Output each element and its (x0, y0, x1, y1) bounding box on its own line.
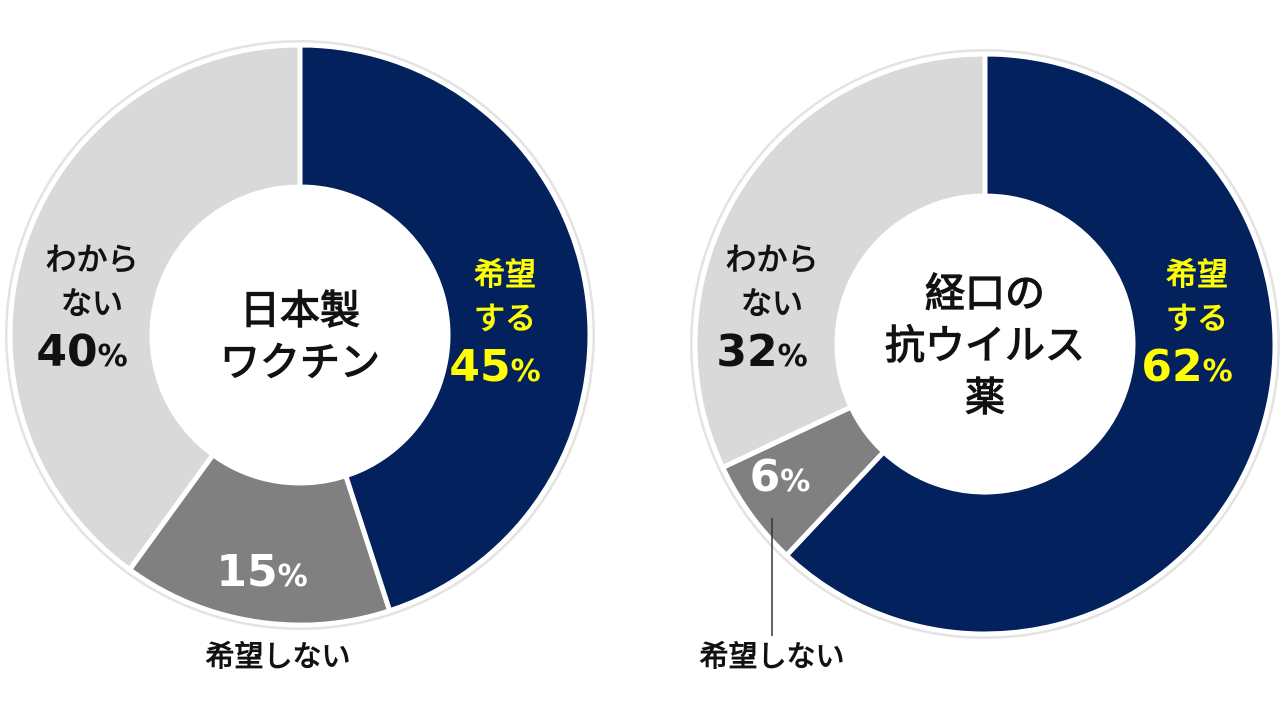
slice-label-3: わからない 32% (716, 242, 818, 377)
slice-label-1: 希望する 45% (449, 257, 540, 392)
slice-label-1: 希望する 62% (1141, 257, 1232, 392)
donut-outer-ring (690, 49, 1280, 639)
chart-title: 経口の抗ウイルス薬 (885, 270, 1085, 420)
donut-hole (151, 186, 449, 484)
chart-title: 日本製ワクチン (220, 287, 380, 385)
slice-label-3: わからない 40% (36, 242, 138, 377)
donut-outer-ring (5, 40, 595, 630)
outside-label: 希望しない (205, 639, 350, 673)
donut-hole (836, 195, 1134, 493)
outside-label: 希望しない (699, 639, 844, 673)
slice-label-2: 15% (216, 546, 307, 597)
slice-label-2: 6% (750, 451, 811, 502)
